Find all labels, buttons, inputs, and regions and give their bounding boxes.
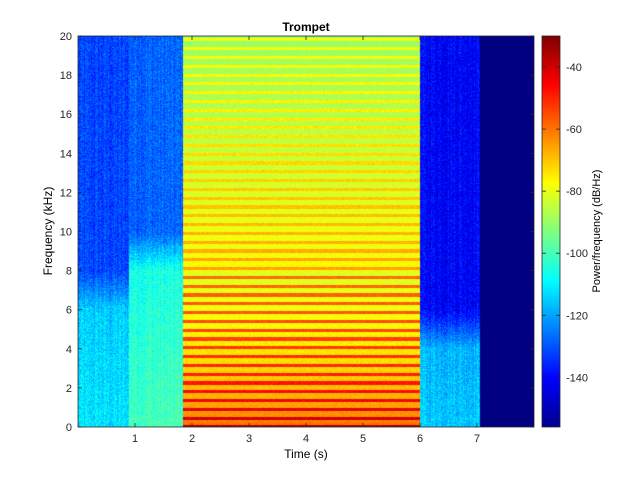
- colorbar-gradient: [541, 35, 561, 428]
- colorbar-tick-label: -60: [566, 124, 582, 136]
- colorbar-tick-label: -120: [566, 310, 588, 322]
- colorbar: -140 -120 -100 -80 -60 -40 Power/frequency (d…: [541, 35, 603, 428]
- chart-title: Trompet: [282, 20, 329, 34]
- colorbar-tick-label: -140: [566, 372, 588, 384]
- y-tick-label: 2: [66, 383, 72, 395]
- y-tick-label: 18: [60, 70, 72, 82]
- spectrogram-heatmap: [78, 36, 534, 427]
- x-tick-label: 4: [303, 433, 309, 445]
- x-tick-label: 3: [246, 433, 252, 445]
- y-axis-title: Frequency (kHz): [41, 187, 55, 276]
- y-tick-label: 8: [66, 266, 72, 278]
- x-tick-label: 1: [132, 433, 138, 445]
- x-tick-label: 6: [417, 433, 423, 445]
- x-tick-label: 2: [189, 433, 195, 445]
- colorbar-tick-label: -40: [566, 62, 582, 74]
- y-tick-label: 10: [60, 227, 72, 239]
- colorbar-tick-label: -100: [566, 248, 588, 260]
- colorbar-ticks: -140 -120 -100 -80 -60 -40: [542, 62, 588, 384]
- y-axis: 0 2 4 6 8 10 12 14 16 18 20: [60, 31, 534, 434]
- x-tick-label: 5: [360, 433, 366, 445]
- y-tick-label: 4: [66, 344, 72, 356]
- y-tick-label: 16: [60, 109, 72, 121]
- colorbar-title: Power/frequency (dB/Hz): [591, 170, 603, 293]
- plot-area: [77, 35, 535, 428]
- y-tick-label: 0: [66, 422, 72, 434]
- y-tick-label: 6: [66, 305, 72, 317]
- colorbar-tick-label: -80: [566, 186, 582, 198]
- x-axis: 1 2 3 4 5 6 7: [132, 36, 480, 445]
- x-tick-label: 7: [474, 433, 480, 445]
- y-tick-label: 14: [60, 148, 72, 160]
- y-tick-label: 20: [60, 31, 72, 43]
- y-tick-label: 12: [60, 187, 72, 199]
- x-axis-title: Time (s): [284, 447, 328, 461]
